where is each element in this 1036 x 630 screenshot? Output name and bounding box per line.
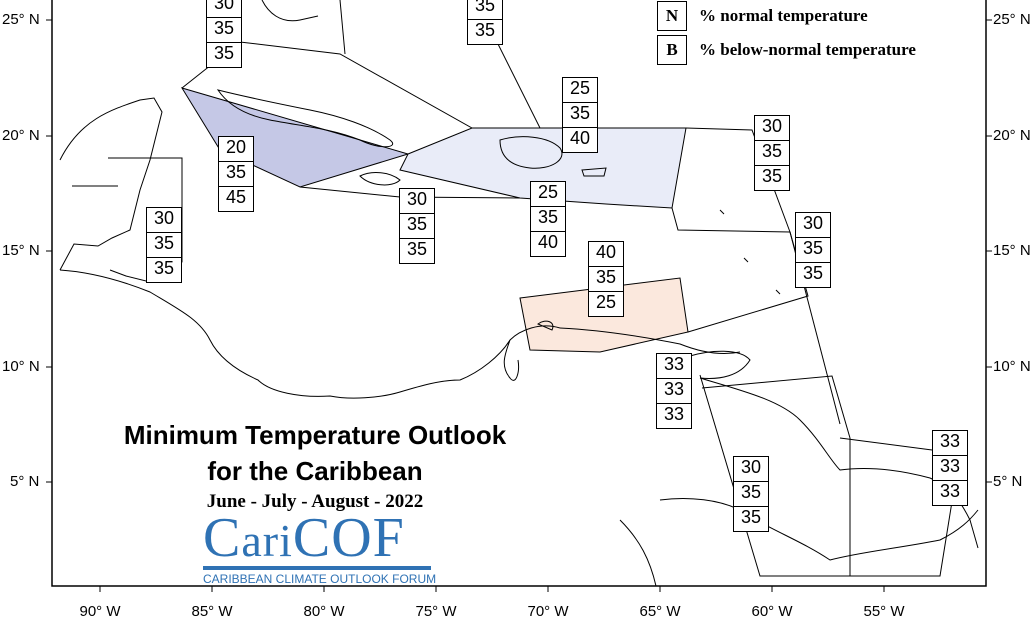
legend-row-below: B % below-normal temperature: [657, 35, 916, 65]
legend-row-normal: N % normal temperature: [657, 1, 868, 31]
outlook-value: 30: [755, 116, 789, 141]
outlook-value: 35: [207, 18, 241, 43]
lon-label-60: 60° W: [751, 603, 793, 620]
outlook-value: 35: [474, 20, 496, 40]
legend-key-below: B: [657, 35, 687, 65]
outlook-value: 33: [657, 354, 691, 379]
outlook-box: 20 35 45: [218, 136, 254, 212]
lat-label-right-10: 10° N: [993, 358, 1031, 375]
outlook-box: 33 33 33: [656, 353, 692, 429]
lat-label-left-25: 25° N: [2, 11, 40, 28]
outlook-value: 25: [531, 182, 565, 207]
lon-label-65: 65° W: [639, 603, 681, 620]
outlook-value: 35: [802, 263, 824, 283]
outlook-value: 40: [589, 242, 623, 267]
lat-label-right-5: 5° N: [993, 473, 1023, 490]
legend-key-normal: N: [657, 1, 687, 31]
lat-label-left-20: 20° N: [2, 127, 40, 144]
caricof-logo-subtitle: CARIBBEAN CLIMATE OUTLOOK FORUM: [203, 572, 437, 586]
outlook-box: 40 35 25: [588, 241, 624, 317]
outlook-value: 30: [400, 189, 434, 214]
lon-label-80: 80° W: [303, 603, 345, 620]
outlook-value: 35: [761, 166, 783, 186]
caricof-logo-bar: [203, 566, 431, 570]
outlook-value: 40: [569, 128, 591, 148]
lon-label-75: 75° W: [415, 603, 457, 620]
outlook-value: 35: [740, 507, 762, 527]
outlook-value: 33: [657, 379, 691, 404]
outlook-value: 33: [933, 456, 967, 481]
outlook-box: 30 35 35: [146, 207, 182, 283]
legend-text-below: % below-normal temperature: [699, 40, 916, 59]
outlook-box: 30 35 35: [206, 0, 242, 68]
outlook-value: 30: [796, 213, 830, 238]
outlook-value: 35: [468, 0, 502, 20]
outlook-value: 35: [213, 43, 235, 63]
outlook-box: 35 35: [467, 0, 503, 45]
outlook-box: 30 35 35: [754, 115, 790, 191]
outlook-value: 25: [595, 292, 617, 312]
map-title-line1: Minimum Temperature Outlook: [123, 420, 507, 450]
outlook-value: 33: [933, 431, 967, 456]
legend-text-normal: % normal temperature: [699, 6, 868, 25]
outlook-value: 30: [147, 208, 181, 233]
outlook-value: 35: [400, 214, 434, 239]
outlook-value: 25: [563, 78, 597, 103]
lon-label-70: 70° W: [527, 603, 569, 620]
outlook-value: 35: [563, 103, 597, 128]
outlook-value: 35: [755, 141, 789, 166]
outlook-value: 35: [589, 267, 623, 292]
lon-label-85: 85° W: [191, 603, 233, 620]
map-frame: [51, 0, 987, 587]
outlook-value: 35: [531, 207, 565, 232]
outlook-value: 33: [663, 404, 685, 424]
outlook-box: 30 35 35: [733, 456, 769, 532]
axis-ticks: [46, 19, 992, 592]
lat-label-right-25: 25° N: [993, 11, 1031, 28]
caricof-logo-wordmark: CariCOF: [203, 507, 405, 569]
outlook-value: 35: [219, 162, 253, 187]
outlook-value: 33: [939, 481, 961, 501]
outlook-box: 25 35 40: [562, 77, 598, 153]
outlook-box: 30 35 35: [399, 188, 435, 264]
outlook-value: 45: [225, 187, 247, 207]
lon-label-55: 55° W: [863, 603, 905, 620]
outlook-box: 30 35 35: [795, 212, 831, 288]
outlook-value: 35: [153, 258, 175, 278]
lat-label-left-5: 5° N: [10, 473, 40, 490]
map-subtitle: June - July - August - 2022: [206, 491, 424, 512]
outlook-box: 33 33 33: [932, 430, 968, 506]
lat-label-left-10: 10° N: [2, 358, 40, 375]
outlook-value: 20: [219, 137, 253, 162]
outlook-value: 35: [734, 482, 768, 507]
caricof-logo: CariCOF CARIBBEAN CLIMATE OUTLOOK FORUM: [203, 507, 437, 586]
outlook-value: 40: [537, 232, 559, 252]
lat-label-right-15: 15° N: [993, 242, 1031, 259]
outlook-value: 30: [734, 457, 768, 482]
outlook-value: 35: [406, 239, 428, 259]
lat-label-right-20: 20° N: [993, 127, 1031, 144]
coastlines: [59, 0, 979, 587]
outlook-value: 35: [796, 238, 830, 263]
lon-label-90: 90° W: [79, 603, 121, 620]
map-title-line2: for the Caribbean: [207, 456, 423, 486]
lat-label-left-15: 15° N: [2, 242, 40, 259]
outlook-value: 35: [147, 233, 181, 258]
outlook-box: 25 35 40: [530, 181, 566, 257]
outlook-value: 30: [207, 0, 241, 18]
